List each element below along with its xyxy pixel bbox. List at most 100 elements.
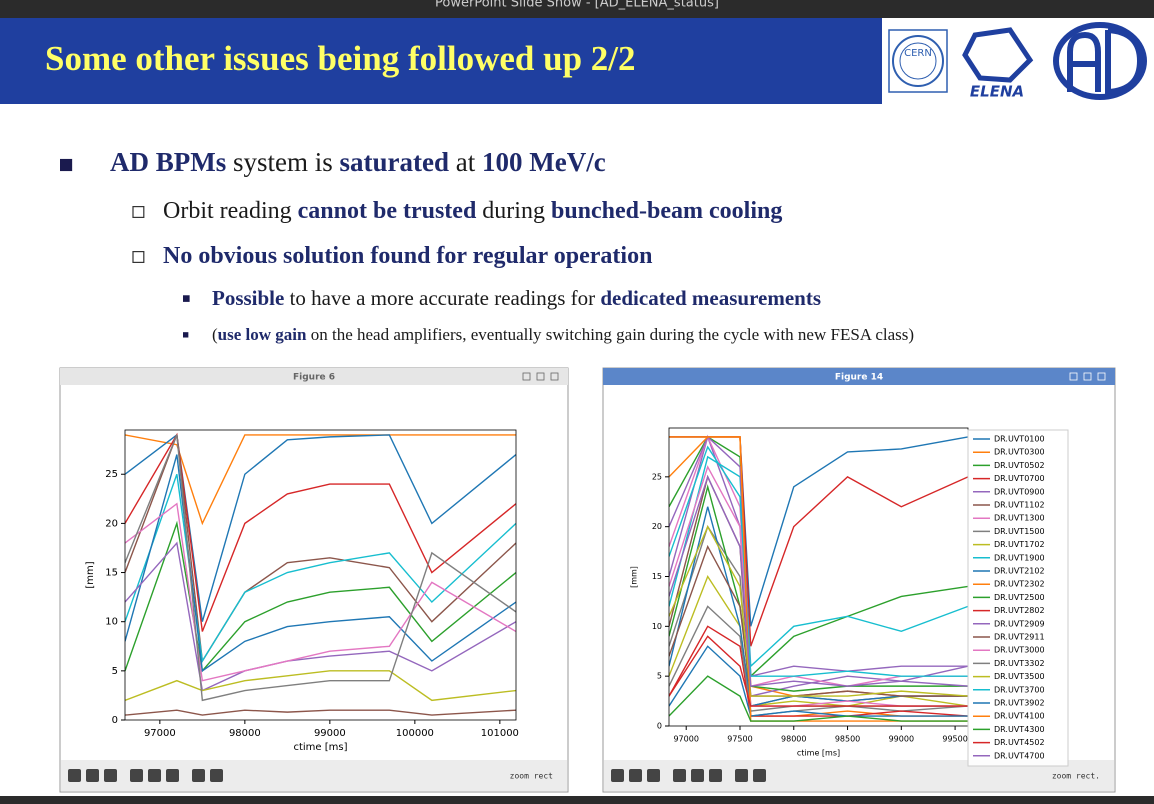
legend-label: DR.UVT2909 bbox=[994, 619, 1045, 628]
y-tick-label: 15 bbox=[652, 572, 662, 581]
window-button[interactable] bbox=[536, 372, 545, 381]
y-axis-label: [mm] bbox=[630, 566, 639, 588]
series-line bbox=[669, 435, 969, 678]
toolbar-button[interactable] bbox=[673, 769, 686, 782]
elena-logo: ELENA bbox=[962, 27, 1034, 101]
toolbar-button[interactable] bbox=[611, 769, 624, 782]
legend-label: DR.UVT4502 bbox=[994, 738, 1045, 747]
figure-titlebar bbox=[60, 368, 568, 385]
series-line bbox=[669, 525, 969, 697]
toolbar-button[interactable] bbox=[647, 769, 660, 782]
text-run: system is bbox=[226, 147, 339, 177]
series-line bbox=[125, 434, 516, 702]
toolbar-button[interactable] bbox=[629, 769, 642, 782]
slide-title: Some other issues being followed up 2/2 bbox=[45, 39, 636, 78]
legend-label: DR.UVT3700 bbox=[994, 685, 1045, 694]
y-tick-label: 10 bbox=[652, 622, 662, 631]
text-run: AD BPMs bbox=[110, 147, 226, 177]
toolbar-button[interactable] bbox=[753, 769, 766, 782]
elena-label: ELENA bbox=[970, 83, 1024, 101]
series-line bbox=[669, 506, 968, 707]
text-run: use low gain bbox=[218, 325, 307, 344]
window-bar bbox=[0, 0, 1154, 18]
bullet-text: Orbit reading cannot be trusted during b… bbox=[163, 198, 782, 224]
window-button[interactable] bbox=[1097, 372, 1106, 381]
ad-logo bbox=[1053, 22, 1147, 100]
toolbar-button[interactable] bbox=[210, 769, 223, 782]
y-axis-label: [mm] bbox=[85, 561, 96, 588]
y-tick-label: 20 bbox=[105, 518, 118, 529]
legend-label: DR.UVT3302 bbox=[994, 659, 1045, 668]
cern-frame bbox=[888, 29, 948, 93]
legend-label: DR.UVT2911 bbox=[994, 633, 1045, 642]
legend-label: DR.UVT0502 bbox=[994, 461, 1045, 470]
legend-label: DR.UVT4700 bbox=[994, 751, 1045, 760]
cern-label: CERN bbox=[904, 48, 932, 59]
text-run: on the head amplifiers, eventually switc… bbox=[306, 325, 914, 344]
figure-title: Figure 6 bbox=[293, 373, 335, 383]
plot-lines bbox=[669, 434, 969, 722]
legend-label: DR.UVT1300 bbox=[994, 514, 1045, 523]
x-axis-label: ctime [ms] bbox=[293, 742, 347, 753]
window-button[interactable] bbox=[1069, 372, 1078, 381]
y-tick-label: 15 bbox=[105, 568, 118, 579]
toolbar bbox=[61, 760, 567, 791]
x-tick-label: 100000 bbox=[396, 728, 434, 739]
legend-label: DR.UVT3902 bbox=[994, 699, 1045, 708]
series-line bbox=[669, 574, 969, 707]
bullet-marker bbox=[132, 206, 145, 219]
toolbar-mode: zoom rect bbox=[510, 772, 554, 781]
x-tick-label: 97000 bbox=[673, 735, 698, 744]
toolbar-button[interactable] bbox=[691, 769, 704, 782]
series-line bbox=[669, 484, 968, 692]
toolbar-button[interactable] bbox=[130, 769, 143, 782]
legend-label: DR.UVT0900 bbox=[994, 487, 1045, 496]
toolbar-button[interactable] bbox=[148, 769, 161, 782]
legend-label: DR.UVT3500 bbox=[994, 672, 1045, 681]
toolbar-button[interactable] bbox=[68, 769, 81, 782]
bullet-marker bbox=[183, 295, 190, 302]
ad-d bbox=[1105, 27, 1144, 96]
series-line bbox=[125, 670, 516, 702]
window-button[interactable] bbox=[1083, 372, 1092, 381]
figure-title: Figure 14 bbox=[835, 373, 883, 383]
text-run: saturated bbox=[340, 147, 450, 177]
series-line bbox=[669, 635, 968, 707]
series-line bbox=[669, 455, 969, 668]
legend-label: DR.UVT0300 bbox=[994, 448, 1045, 457]
window-button[interactable] bbox=[522, 372, 531, 381]
elena-ring bbox=[962, 27, 1034, 83]
bullet-marker bbox=[132, 251, 145, 264]
window-title: PowerPoint Slide Show - [AD_ELENA_status… bbox=[435, 0, 719, 11]
toolbar-button[interactable] bbox=[86, 769, 99, 782]
series-line bbox=[669, 625, 969, 717]
series-line bbox=[669, 645, 968, 717]
text-run: 100 MeV/c bbox=[482, 147, 606, 177]
series-line bbox=[669, 435, 968, 688]
series-line bbox=[669, 435, 968, 678]
legend-label: DR.UVT0100 bbox=[994, 435, 1045, 444]
text-run: ( bbox=[212, 325, 218, 344]
text-run: at bbox=[449, 147, 482, 177]
legend-label: DR.UVT2500 bbox=[994, 593, 1045, 602]
toolbar-button[interactable] bbox=[104, 769, 117, 782]
bullet-text: (use low gain on the head amplifiers, ev… bbox=[212, 325, 914, 344]
legend-label: DR.UVT1702 bbox=[994, 540, 1045, 549]
series-line bbox=[669, 445, 968, 677]
x-tick-label: 99000 bbox=[314, 728, 346, 739]
toolbar-button[interactable] bbox=[192, 769, 205, 782]
toolbar-button[interactable] bbox=[735, 769, 748, 782]
toolbar-button[interactable] bbox=[709, 769, 722, 782]
text-run: to have a more accurate readings for bbox=[284, 286, 600, 310]
x-tick-label: 97000 bbox=[144, 728, 176, 739]
x-tick-label: 101000 bbox=[481, 728, 519, 739]
series-line bbox=[125, 474, 516, 664]
y-tick-label: 10 bbox=[105, 617, 118, 628]
text-run: No obvious solution found for regular op… bbox=[163, 243, 652, 269]
toolbar-button[interactable] bbox=[166, 769, 179, 782]
legend-label: DR.UVT2802 bbox=[994, 606, 1045, 615]
plot-lines bbox=[125, 432, 516, 716]
legend-label: DR.UVT2102 bbox=[994, 567, 1045, 576]
window-button[interactable] bbox=[550, 372, 559, 381]
